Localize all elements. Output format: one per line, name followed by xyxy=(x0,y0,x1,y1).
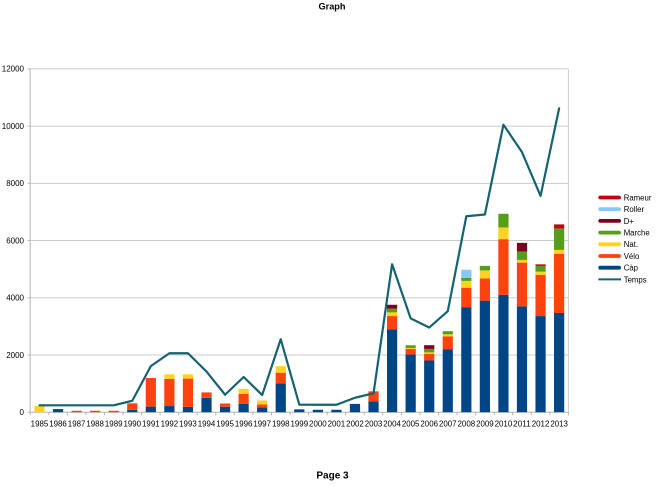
svg-text:Marche: Marche xyxy=(624,229,650,238)
svg-text:1995: 1995 xyxy=(216,419,234,428)
svg-text:4000: 4000 xyxy=(6,294,24,303)
svg-text:Càp: Càp xyxy=(624,264,639,273)
svg-text:Page 3: Page 3 xyxy=(316,470,349,481)
svg-text:1991: 1991 xyxy=(142,419,160,428)
svg-text:1996: 1996 xyxy=(235,419,253,428)
svg-text:1990: 1990 xyxy=(123,419,141,428)
svg-text:Vélo: Vélo xyxy=(624,252,640,261)
svg-text:2002: 2002 xyxy=(346,419,364,428)
svg-text:2013: 2013 xyxy=(550,419,568,428)
svg-text:D+: D+ xyxy=(624,217,635,226)
svg-text:2000: 2000 xyxy=(6,351,24,360)
svg-text:2005: 2005 xyxy=(402,419,420,428)
svg-text:1998: 1998 xyxy=(272,419,290,428)
svg-text:1986: 1986 xyxy=(49,419,67,428)
svg-text:2008: 2008 xyxy=(458,419,476,428)
svg-text:2001: 2001 xyxy=(328,419,346,428)
svg-text:2000: 2000 xyxy=(309,419,327,428)
svg-text:1997: 1997 xyxy=(253,419,271,428)
svg-text:2009: 2009 xyxy=(476,419,494,428)
svg-text:1999: 1999 xyxy=(291,419,309,428)
svg-text:1988: 1988 xyxy=(86,419,104,428)
svg-text:Nat.: Nat. xyxy=(624,240,638,249)
svg-text:2006: 2006 xyxy=(420,419,438,428)
svg-text:1987: 1987 xyxy=(68,419,86,428)
svg-text:10000: 10000 xyxy=(2,122,25,131)
svg-text:0: 0 xyxy=(20,408,25,417)
svg-text:1994: 1994 xyxy=(198,419,216,428)
svg-text:2007: 2007 xyxy=(439,419,457,428)
svg-text:Rameur: Rameur xyxy=(624,193,652,202)
svg-text:8000: 8000 xyxy=(6,179,24,188)
svg-text:2004: 2004 xyxy=(383,419,401,428)
svg-text:12000: 12000 xyxy=(2,65,25,74)
svg-text:6000: 6000 xyxy=(6,236,24,245)
svg-text:2012: 2012 xyxy=(532,419,550,428)
svg-text:2010: 2010 xyxy=(495,419,513,428)
svg-text:2011: 2011 xyxy=(513,419,531,428)
svg-text:1993: 1993 xyxy=(179,419,197,428)
svg-text:1989: 1989 xyxy=(105,419,123,428)
svg-text:Roller: Roller xyxy=(624,205,645,214)
svg-text:Graph: Graph xyxy=(318,1,345,11)
svg-text:1992: 1992 xyxy=(161,419,179,428)
svg-text:Temps: Temps xyxy=(624,275,647,284)
svg-text:1985: 1985 xyxy=(31,419,49,428)
svg-text:2003: 2003 xyxy=(365,419,383,428)
